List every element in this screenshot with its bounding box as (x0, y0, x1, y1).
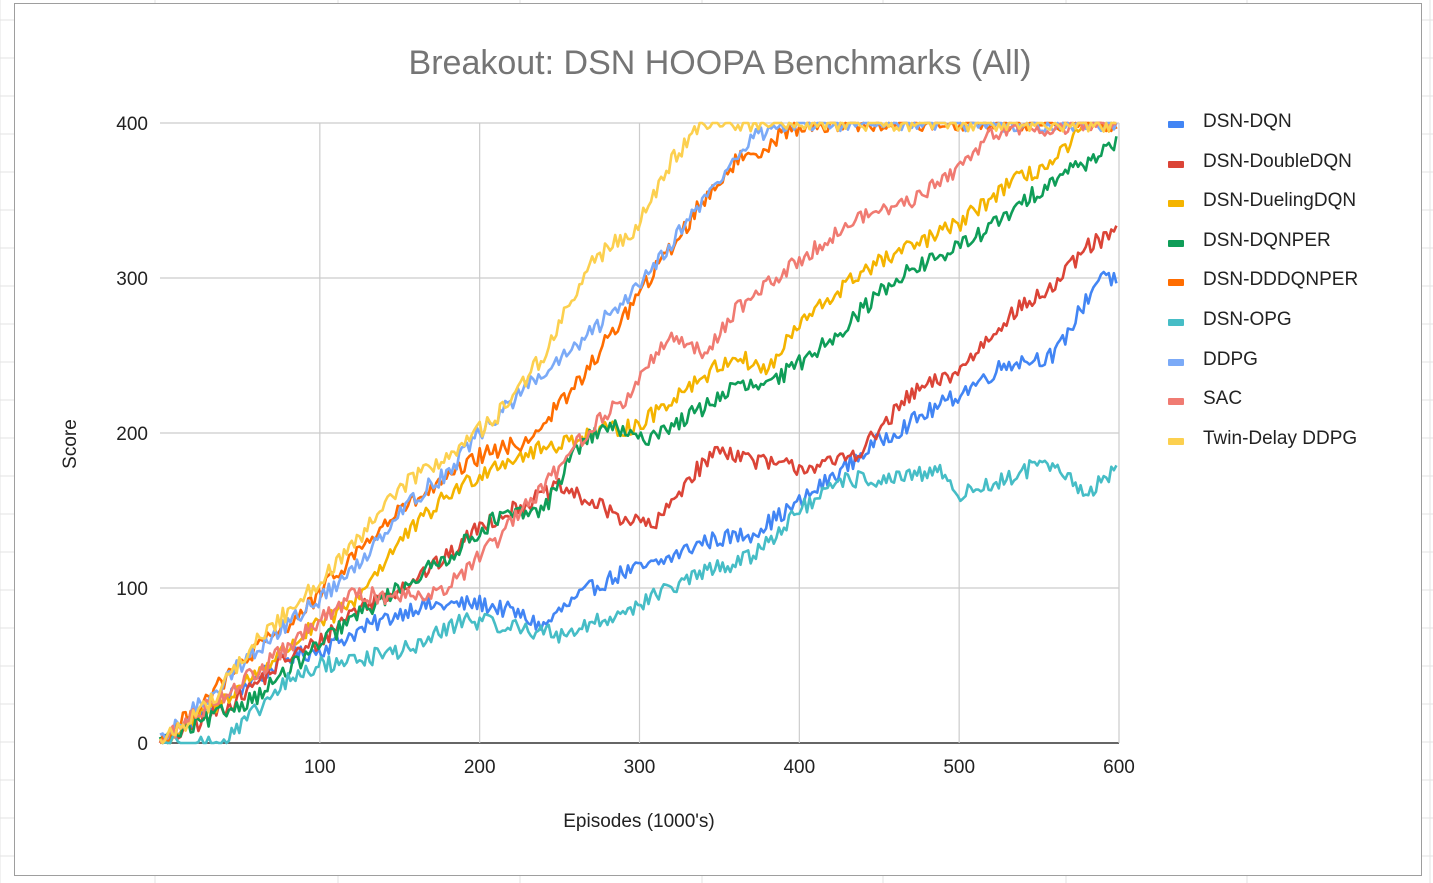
series-lines (158, 121, 1118, 745)
legend-swatch (1168, 437, 1184, 445)
legend-label: DSN-DDDQNPER (1203, 269, 1359, 291)
y-tick-label: 0 (137, 734, 148, 755)
legend-label: DSN-DoubleDQN (1203, 150, 1352, 172)
x-tick-label: 200 (464, 757, 496, 778)
legend-label: Twin-Delay DDPG (1203, 427, 1358, 449)
y-tick-label: 300 (116, 269, 148, 290)
y-tick-label: 400 (116, 114, 148, 135)
legend-label: DDPG (1203, 348, 1258, 370)
legend-swatch (1168, 239, 1184, 247)
x-tick-label: 300 (624, 757, 656, 778)
series-line-dsn-opg (159, 459, 1118, 745)
y-axis-label: Score (60, 419, 81, 469)
legend-swatch (1168, 279, 1184, 287)
x-axis-label: Episodes (1000's) (563, 811, 715, 832)
series-line-twin-delay-ddpg (158, 121, 1117, 745)
x-tick-label: 500 (943, 757, 975, 778)
legend-label: DSN-DuelingDQN (1203, 190, 1357, 212)
legend-label: SAC (1203, 388, 1243, 410)
series-line-dsn-dqnper (158, 136, 1118, 745)
legend-swatch (1168, 398, 1184, 406)
legend-swatch (1168, 200, 1184, 208)
chart-title: Breakout: DSN HOOPA Benchmarks (All) (408, 44, 1032, 82)
legend-label: DSN-DQNPER (1203, 229, 1331, 251)
series-line-sac (159, 121, 1118, 744)
series-line-ddpg (159, 121, 1118, 740)
series-line-dsn-doubledqn (158, 225, 1118, 744)
legend-label: DSN-DQN (1203, 111, 1292, 132)
legend-swatch (1168, 121, 1184, 128)
legend-swatch (1168, 318, 1184, 326)
legend-label: DSN-OPG (1203, 308, 1292, 330)
x-tick-label: 600 (1103, 757, 1135, 778)
x-tick-label: 400 (783, 757, 815, 778)
legend-swatch (1168, 358, 1184, 366)
series-line-dsn-dqn (158, 270, 1118, 745)
x-tick-label: 100 (304, 757, 336, 778)
y-tick-label: 200 (116, 424, 148, 445)
y-tick-label: 100 (116, 579, 148, 600)
legend-swatch (1168, 160, 1184, 168)
chart-frame[interactable] (14, 3, 1422, 876)
tick-labels: 0 100 200 300 400 100 200 300 400 500 600 (116, 114, 1135, 778)
